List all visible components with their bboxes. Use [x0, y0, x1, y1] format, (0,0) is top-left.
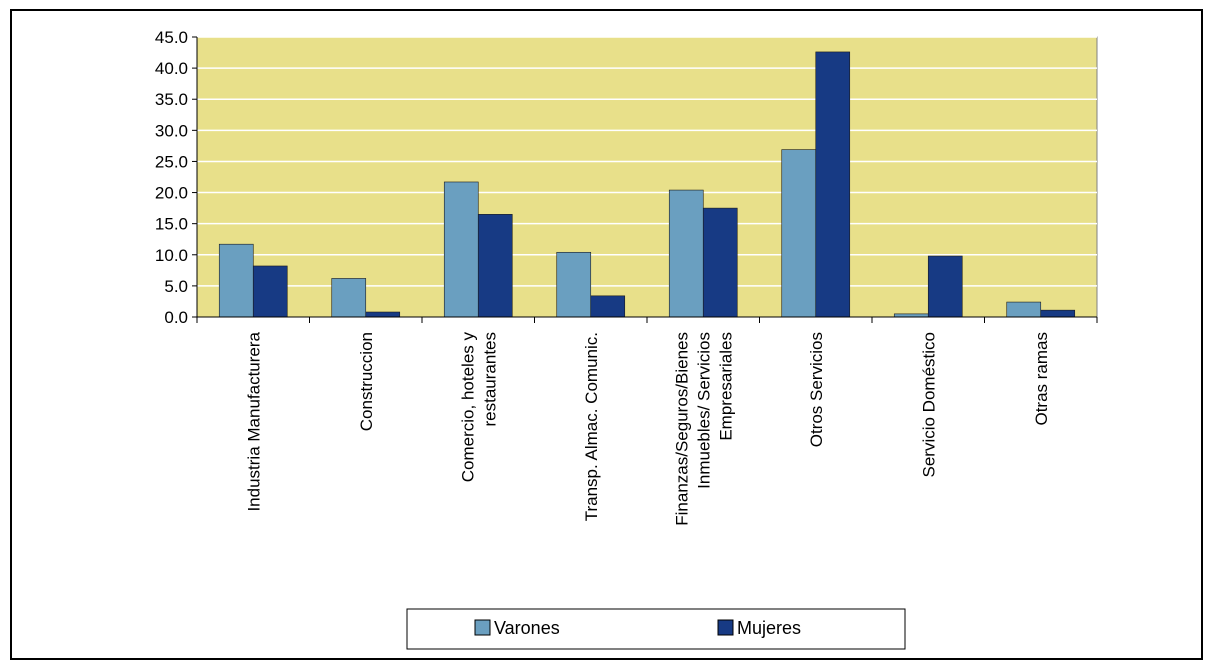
bar-varones	[331, 278, 367, 318]
y-tick-label: 40.0	[155, 59, 188, 78]
legend-swatch-mujeres	[717, 619, 734, 636]
bar-mujeres	[477, 214, 513, 318]
bar-mujeres	[252, 265, 288, 318]
x-category-label: Empresariales	[716, 332, 735, 441]
x-category-label: Comercio, hoteles y	[458, 332, 477, 483]
y-tick-label: 30.0	[155, 121, 188, 140]
y-tick-label: 0.0	[164, 308, 188, 327]
x-category-label: Transp. Almac. Comunic.	[582, 332, 601, 521]
bar-mujeres	[815, 51, 851, 318]
y-tick-label: 45.0	[155, 28, 188, 47]
x-category-label: Construccion	[357, 332, 376, 431]
x-category-label: Inmuebles/ Servicios	[694, 332, 713, 489]
x-category-label: Industria Manufacturera	[244, 331, 263, 511]
x-category-label: Servicio Doméstico	[919, 332, 938, 478]
bar-mujeres	[365, 311, 401, 318]
y-tick-label: 25.0	[155, 152, 188, 171]
y-tick-label: 20.0	[155, 184, 188, 203]
bar-varones	[556, 251, 592, 318]
bar-varones	[1006, 301, 1042, 318]
y-tick-label: 15.0	[155, 215, 188, 234]
x-category-label: Finanzas/Seguros/Bienes	[672, 332, 691, 526]
y-tick-label: 35.0	[155, 90, 188, 109]
bar-varones	[443, 181, 479, 318]
bar-varones	[218, 243, 254, 318]
bar-varones	[668, 189, 704, 318]
bar-mujeres	[927, 255, 963, 318]
bar-mujeres	[590, 295, 626, 318]
legend-swatch-varones	[474, 619, 491, 636]
legend-label-varones: Varones	[494, 618, 560, 638]
bar-varones	[781, 149, 817, 318]
x-category-label: Otros Servicios	[807, 332, 826, 447]
x-category-label: Otras ramas	[1032, 332, 1051, 426]
y-tick-label: 5.0	[164, 277, 188, 296]
bar-mujeres	[1040, 309, 1076, 318]
x-category-label: restaurantes	[480, 332, 499, 427]
bar-mujeres	[702, 207, 738, 318]
y-tick-label: 10.0	[155, 246, 188, 265]
legend-label-mujeres: Mujeres	[737, 618, 801, 638]
